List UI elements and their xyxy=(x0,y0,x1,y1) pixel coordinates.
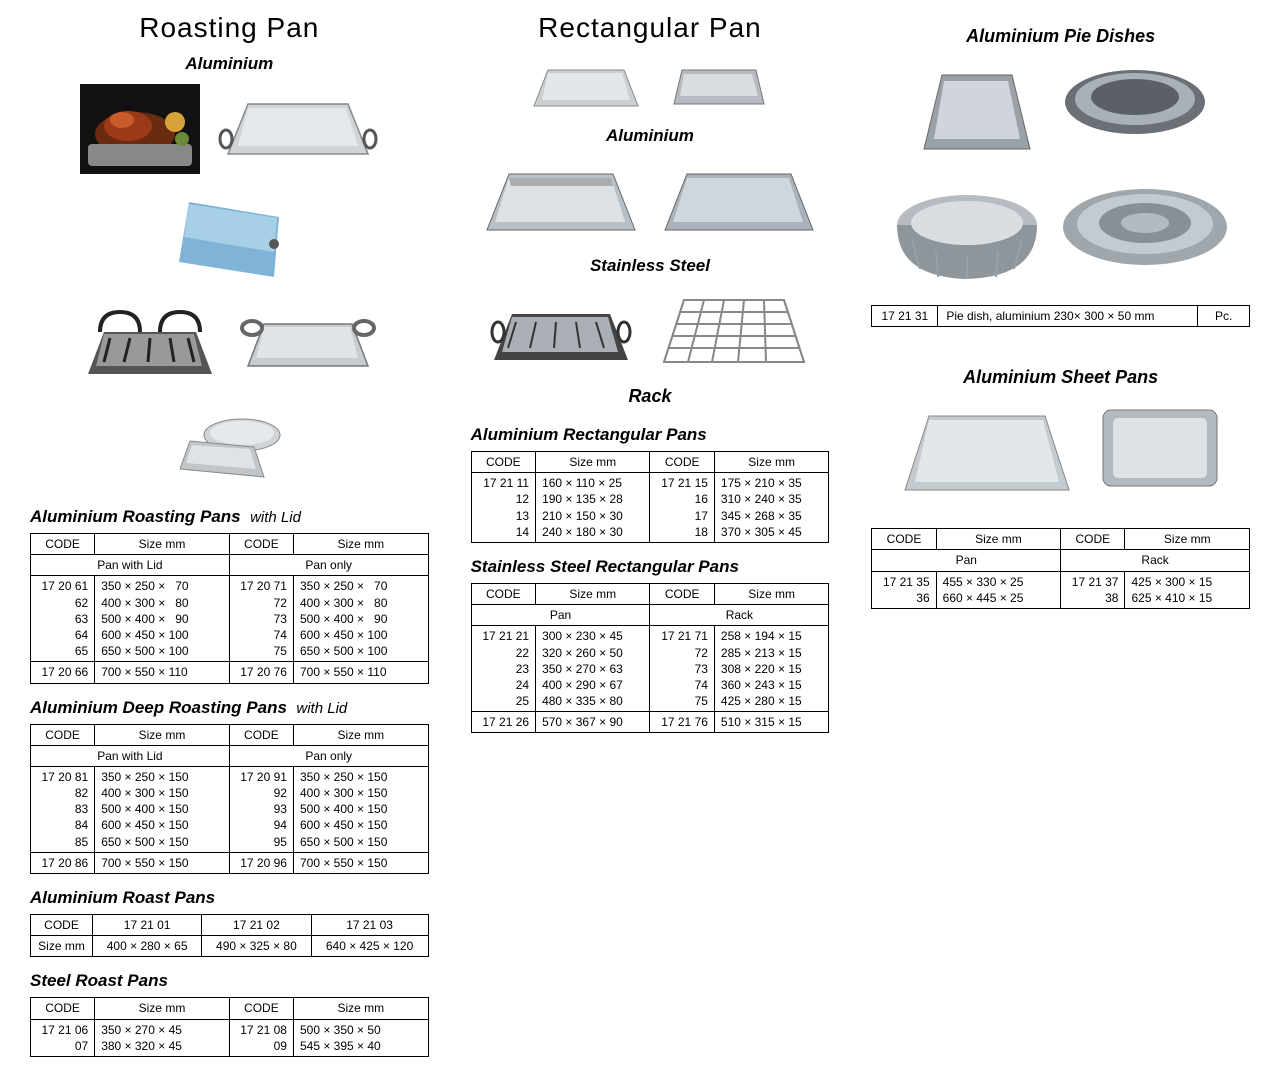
pan-pair-image xyxy=(174,407,284,487)
section-title: Aluminium Deep Roasting Pans with Lid xyxy=(30,698,439,718)
table-aluminium-roasting-pans: CODE Size mm CODE Size mm Pan with Lid P… xyxy=(30,533,429,684)
table-stainless-rectangular-pans: CODE Size mm CODE Size mm Pan Rack 17 21… xyxy=(471,583,830,734)
column-roasting-pan: Roasting Pan Aluminium xyxy=(20,12,439,1057)
image-row xyxy=(861,57,1260,167)
aluminium-pan-image xyxy=(218,84,378,174)
rack-grid-image xyxy=(654,286,814,376)
round-pie-dish-image xyxy=(1060,57,1210,147)
loaf-pan-image xyxy=(664,56,774,116)
section-title: Steel Roast Pans xyxy=(30,971,439,991)
pan-with-rack-image xyxy=(486,286,636,376)
sheet-pan-small-image xyxy=(1095,398,1225,498)
rect-pan-small-image xyxy=(526,56,646,116)
section-title: Aluminium Roast Pans xyxy=(30,888,439,908)
title-rectangular-pan: Rectangular Pan xyxy=(461,12,840,44)
image-row xyxy=(461,286,840,376)
image-row xyxy=(20,294,439,487)
column-pie-sheet: Aluminium Pie Dishes xyxy=(861,12,1260,1057)
stainless-rect-pan-image xyxy=(659,156,819,246)
foil-pie-dish-image xyxy=(1060,179,1230,279)
roaster-rack-black-image xyxy=(80,294,220,389)
table-pie-dish: 17 21 31 Pie dish, aluminium 230× 300 × … xyxy=(871,305,1250,327)
sheet-pan-image xyxy=(897,398,1077,508)
image-row xyxy=(861,179,1260,289)
pan-lid-blue-image xyxy=(174,192,284,282)
subtitle-stainless-steel: Stainless Steel xyxy=(461,256,840,276)
stainless-roaster-image xyxy=(238,294,378,384)
section-title: Aluminium Roasting Pans with Lid xyxy=(30,507,439,527)
table-aluminium-roast-pans: CODE 17 21 01 17 21 02 17 21 03 Size mm … xyxy=(30,914,429,957)
section-title: Aluminium Rectangular Pans xyxy=(471,425,840,445)
image-row xyxy=(461,156,840,246)
stainless-rect-pan-image xyxy=(481,156,641,246)
table-aluminium-deep-roasting-pans: CODE Size mm CODE Size mm Pan with Lid P… xyxy=(30,724,429,875)
table-aluminium-rectangular-pans: CODE Size mm CODE Size mm 17 21 11 12 13… xyxy=(471,451,830,543)
image-row xyxy=(20,84,439,282)
title-pie-dishes: Aluminium Pie Dishes xyxy=(861,26,1260,47)
table-steel-roast-pans: CODE Size mm CODE Size mm 17 21 06 07 35… xyxy=(30,997,429,1057)
subtitle-aluminium-rect: Aluminium xyxy=(461,126,840,146)
title-roasting-pan: Roasting Pan xyxy=(20,12,439,44)
image-row xyxy=(461,56,840,116)
square-pie-dish-image xyxy=(912,57,1042,167)
foil-container-image xyxy=(892,179,1042,289)
table-sheet-pans: CODE Size mm CODE Size mm Pan Rack 17 21… xyxy=(871,528,1250,609)
image-row xyxy=(861,398,1260,508)
subtitle-aluminium: Aluminium xyxy=(20,54,439,74)
section-title: Stainless Steel Rectangular Pans xyxy=(471,557,840,577)
roast-food-image xyxy=(80,84,200,174)
label-rack: Rack xyxy=(461,386,840,407)
column-rectangular-pan: Rectangular Pan Aluminium Stainle xyxy=(461,12,840,1057)
title-sheet-pans: Aluminium Sheet Pans xyxy=(861,367,1260,388)
